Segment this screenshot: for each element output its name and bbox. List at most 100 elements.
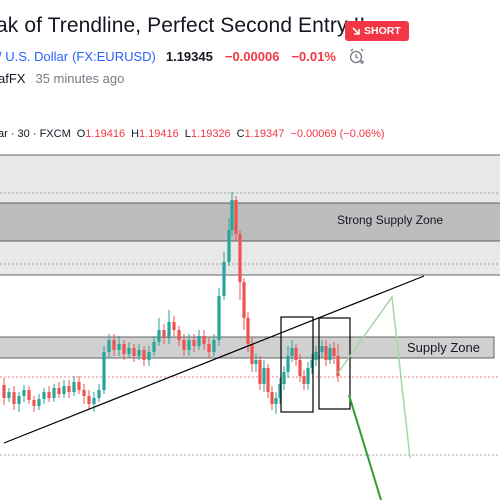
candle-body [122,344,126,354]
author-name-link[interactable]: afFX [0,70,26,86]
candle-body [62,386,66,394]
candle-body [137,350,141,356]
symbol-change: −0.00006 [224,48,280,64]
candle-body [187,340,191,350]
strong-supply-zone-label: Strong Supply Zone [337,213,443,227]
candle-body [32,400,36,406]
candle-body [306,368,310,384]
candle-body [102,352,106,390]
candle-body [242,282,246,318]
published-time: 35 minutes ago [35,70,125,86]
legend-o-value: 1.19416 [85,128,126,140]
trendline[interactable] [3,275,425,444]
candle-body [298,360,302,376]
idea-header: ak of Trendline, Perfect Second Entry !!… [0,0,500,118]
legend-o-label: O [76,128,86,140]
candle-body [282,372,286,384]
candle-body [227,230,231,262]
candle-body [278,384,282,398]
candle-body [97,390,101,398]
candle-body [192,340,196,346]
candle-body [324,346,328,360]
candle-body [2,385,6,398]
candle-body [67,386,71,392]
candle-body [112,340,116,350]
symbol-row: / U.S. Dollar (FX:EURUSD) 1.19345 −0.000… [0,46,366,66]
candle-body [238,234,242,282]
candle-body [302,376,306,384]
strong-supply-zone-inner[interactable] [0,202,500,242]
candle-body [172,322,176,330]
candle-body [217,296,221,340]
symbol-code-link[interactable]: (FX:EURUSD) [72,48,156,64]
symbol-name-link[interactable]: / U.S. Dollar [0,48,69,64]
candle-body [162,330,166,338]
candle-body [12,392,16,404]
short-badge-label: SHORT [364,25,401,37]
candle-body [332,348,336,356]
candle-body [274,398,278,404]
candle-body [177,330,181,340]
legend-symbol: ar · 30 · FXCM [0,128,71,140]
candle-body [27,390,31,400]
candle-body [286,356,290,372]
candle-body [222,262,226,296]
arrow-down-right-icon [352,27,360,35]
chart-legend: ar · 30 · FXCM O 1.19416 H 1.19416 L 1.1932… [0,126,385,142]
candle-body [294,348,298,360]
candle-body [152,342,156,352]
candle-body [147,352,151,360]
legend-c-label: C [236,128,245,140]
candle-body [336,356,340,376]
candle-body [57,388,61,394]
candle-body [22,390,26,396]
candle-body [37,399,41,406]
candle-body [132,348,136,356]
candle-body [207,344,211,352]
legend-h-value: 1.19416 [139,128,179,140]
candle-body [320,346,324,352]
candle-body [270,392,274,404]
candle-body [246,318,250,344]
candle-body [266,368,270,392]
candle-body [254,360,258,364]
projection-path-light [337,294,411,459]
legend-change: −0.00069 (−0.06%) [290,128,385,140]
projection-path-dark [348,394,382,500]
legend-l-label: L [184,128,191,140]
candle-body [142,350,146,360]
candle-body [72,382,76,392]
author-row: afFX 35 minutes ago [0,68,124,88]
legend-c-value: 1.19347 [244,128,285,140]
candle-body [157,330,161,342]
candle-body [212,340,216,352]
symbol-price: 1.19345 [165,48,213,64]
candle-body [234,200,238,234]
price-chart[interactable]: Strong Supply Zone Supply Zone [0,144,500,500]
second-entry-box[interactable] [318,317,351,410]
candle-body [7,392,11,398]
candle-body [197,336,201,346]
candle-body [258,360,262,384]
candle-body [230,200,234,230]
candle-body [42,392,46,399]
candle-body [310,360,314,368]
candle-body [202,336,206,344]
candle-body [117,344,121,350]
alarm-clock-plus-icon[interactable] [348,47,366,65]
candle-body [52,388,56,398]
first-entry-box[interactable] [280,316,314,413]
candle-body [328,348,332,360]
candle-body [82,390,86,396]
candle-body [290,348,294,356]
candle-body [17,396,21,404]
candle-body [262,368,266,384]
candle-body [250,344,254,364]
short-badge: SHORT [345,21,409,41]
candle-body [167,322,171,338]
candle-body [182,340,186,350]
legend-h-label: H [131,128,140,140]
candle-body [127,348,131,354]
candle-body [314,352,318,360]
candle-body [87,396,91,404]
